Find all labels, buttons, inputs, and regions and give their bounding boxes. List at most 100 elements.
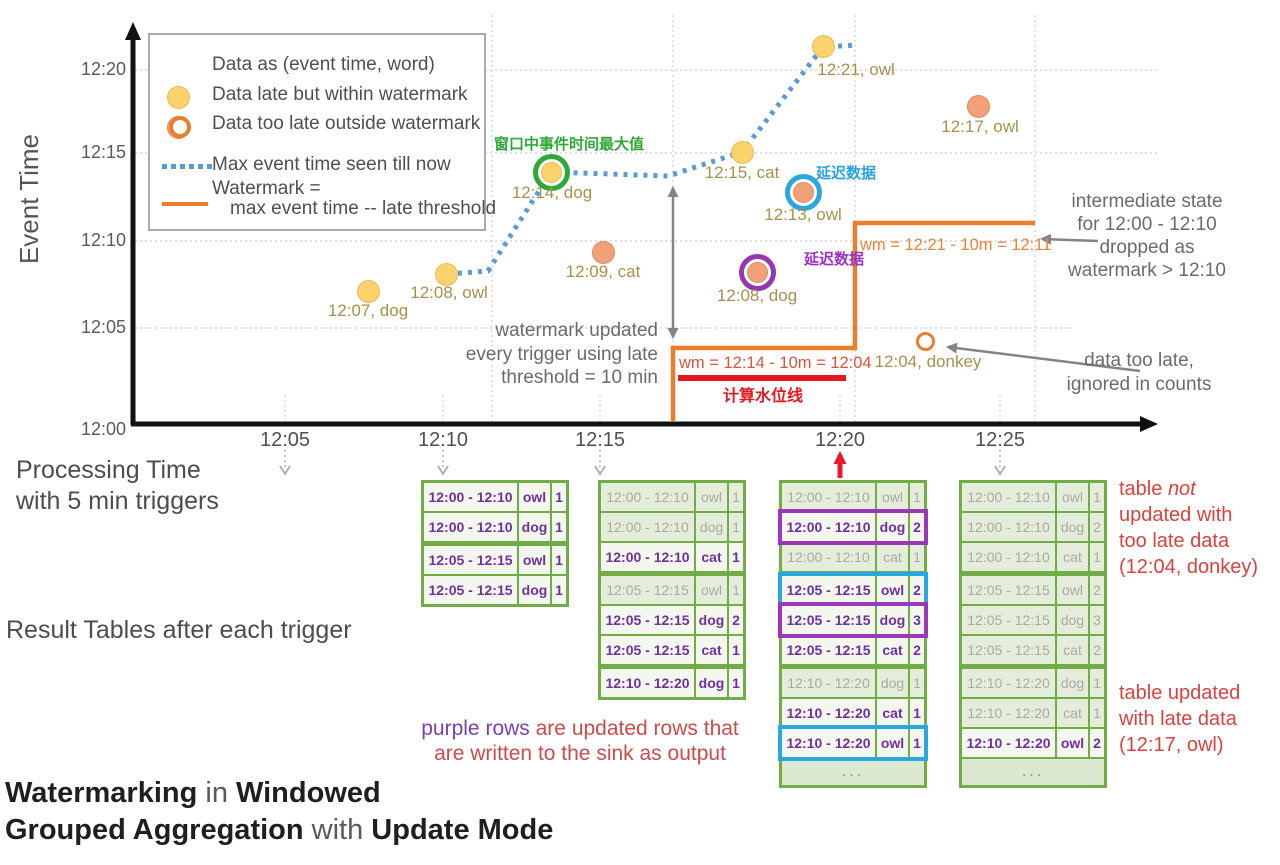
sink-output-purple-text: purple rows	[421, 717, 530, 740]
cell-word: owl	[1057, 483, 1088, 511]
cell-count: 2	[729, 606, 743, 634]
cell-word: owl	[696, 576, 727, 604]
cell-count: 3	[910, 606, 924, 634]
table-not-updated-l1a: table	[1119, 478, 1168, 500]
title-seg-watermarking: Watermarking	[5, 777, 198, 809]
cell-count: 1	[552, 546, 566, 574]
watermark-updated-note-line1: watermark updated	[495, 320, 658, 341]
legend-label-late: Data late but within watermark	[212, 84, 468, 105]
cell-window: 12:00 - 12:10	[962, 543, 1055, 571]
cell-count: 1	[729, 669, 743, 697]
sink-output-line1: purple rows are updated rows that	[378, 716, 782, 741]
table-row: 12:10 - 12:20 cat 1	[782, 699, 924, 727]
legend-box: Data as (event time, word) Data late but…	[148, 33, 496, 231]
watermark-formula-1: wm = 12:14 - 10m = 12:04	[679, 354, 872, 372]
table-not-updated-line4: (12:04, donkey)	[1119, 556, 1258, 578]
y-tick-label: 12:05	[80, 317, 126, 337]
y-tick-label: 12:15	[80, 142, 126, 162]
cell-word: cat	[1057, 699, 1088, 727]
cn-max-event-time-note: 窗口中事件时间最大值	[494, 136, 645, 153]
cell-word: cat	[1057, 636, 1088, 664]
table-row: 12:10 - 12:20 cat 1	[962, 699, 1104, 727]
title-seg-with: with	[303, 814, 372, 846]
cell-window: 12:05 - 12:15	[601, 606, 694, 634]
table-not-updated-line3: too late data	[1119, 530, 1230, 552]
cell-window: 12:00 - 12:10	[962, 513, 1055, 541]
y-tick-label: 12:20	[80, 59, 126, 79]
table-row: 12:00 - 12:10 dog 2	[962, 513, 1104, 541]
cell-window: 12:00 - 12:10	[782, 513, 875, 541]
cell-word: owl	[877, 483, 908, 511]
title-seg-in: in	[197, 777, 236, 809]
table-ellipsis-row: ...	[782, 759, 924, 785]
intermediate-state-line4: watermark > 12:10	[1068, 260, 1226, 281]
trigger-down-arrows	[279, 450, 1006, 476]
cell-window: 12:05 - 12:15	[782, 576, 875, 604]
late-dot-icon	[792, 181, 814, 203]
table-row: 12:00 - 12:10 dog 1	[424, 513, 566, 541]
table-row: 12:05 - 12:15 owl 1	[601, 576, 743, 604]
cell-count: 1	[729, 576, 743, 604]
legend-label-max-event: Max event time seen till now	[212, 154, 451, 175]
cell-word: owl	[877, 576, 908, 604]
point-late	[591, 240, 615, 264]
table-row: 12:05 - 12:15 owl 2	[962, 576, 1104, 604]
point-label: 12:13, owl	[764, 205, 842, 224]
diagram-title-line1: Watermarking in Windowed	[5, 775, 381, 811]
point-late-ringed	[784, 173, 822, 211]
processing-time-label: Processing Time with 5 min triggers	[16, 455, 219, 517]
legend-label-watermark-2: max event time -- late threshold	[230, 198, 497, 219]
too-late-ignored-line2: ignored in counts	[1066, 374, 1212, 395]
table-row: 12:05 - 12:15 cat 1	[601, 636, 743, 664]
watermark-updated-note-line2: every trigger using late	[465, 343, 658, 365]
cell-count: 1	[729, 543, 743, 571]
ontime-dot-icon	[540, 161, 562, 183]
legend-label-watermark: Watermark =	[212, 178, 321, 199]
cell-count: 1	[1090, 669, 1104, 697]
cell-count: 1	[910, 669, 924, 697]
point-label: 12:08, dog	[716, 286, 798, 305]
sink-output-note: purple rows are updated rows that are wr…	[378, 716, 782, 766]
point-late-ringed	[738, 253, 776, 291]
cell-word: cat	[877, 636, 908, 664]
cell-count: 1	[910, 699, 924, 727]
cell-window: 12:10 - 12:20	[782, 699, 875, 727]
table-not-updated-line2: updated with	[1119, 504, 1233, 526]
cell-word: owl	[1057, 729, 1088, 757]
cell-window: 12:05 - 12:15	[782, 606, 875, 634]
cell-word: owl	[519, 546, 550, 574]
cell-count: 1	[729, 636, 743, 664]
point-label: 12:07, dog	[327, 301, 409, 320]
table-row: 12:05 - 12:15 dog 1	[424, 576, 566, 604]
table-row: 12:00 - 12:10 owl 1	[782, 483, 924, 511]
cell-count: 1	[729, 513, 743, 541]
table-row: 12:05 - 12:15 cat 2	[782, 636, 924, 664]
table-row: 12:00 - 12:10 owl 1	[424, 483, 566, 511]
cell-word: owl	[696, 483, 727, 511]
title-seg-windowed: Windowed	[236, 777, 381, 809]
table-ellipsis-row: ...	[962, 759, 1104, 785]
watermark-updated-note: watermark updated every trigger using la…	[420, 319, 658, 390]
cell-word: dog	[519, 513, 550, 541]
cell-count: 1	[1090, 543, 1104, 571]
cell-window: 12:00 - 12:10	[962, 483, 1055, 511]
cell-word: dog	[877, 669, 908, 697]
cell-word: cat	[696, 636, 727, 664]
cell-count: 1	[910, 543, 924, 571]
cell-word: dog	[696, 606, 727, 634]
cell-count: 2	[910, 576, 924, 604]
point-label: 12:08, owl	[410, 283, 488, 302]
cn-compute-watermark-note: 计算水位线	[722, 388, 803, 405]
table-not-updated-line1: table not	[1119, 476, 1277, 502]
table-row: 12:05 - 12:15 dog 2	[601, 606, 743, 634]
legend-label-ontime: Data as (event time, word)	[212, 54, 435, 75]
too-late-arrow	[946, 342, 1141, 373]
cell-count: 2	[1090, 729, 1104, 757]
table-row: 12:05 - 12:15 owl 2	[778, 572, 928, 608]
cell-word: owl	[1057, 576, 1088, 604]
point-ontime-ringed	[532, 153, 570, 191]
cell-count: 3	[1090, 606, 1104, 634]
point-label: 12:15, cat	[704, 163, 780, 182]
legend-toolate-ring-icon	[169, 116, 191, 138]
watermark-formula-2: wm = 12:21 - 10m = 12:11	[860, 236, 1052, 254]
